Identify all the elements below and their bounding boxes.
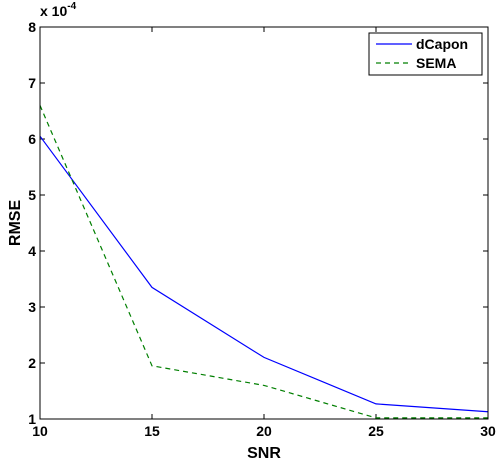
y-tick-label-8: 8 <box>28 19 36 35</box>
x-axis-label: SNR <box>247 445 281 462</box>
x-tick-label-30: 30 <box>480 423 496 439</box>
x-tick-label-10: 10 <box>32 423 48 439</box>
y-tick-label-6: 6 <box>28 131 36 147</box>
y-axis-label: RMSE <box>7 200 24 247</box>
legend-box <box>368 32 483 76</box>
x-tick-label-25: 25 <box>368 423 384 439</box>
y-tick-label-7: 7 <box>28 75 36 91</box>
x-tick-label-20: 20 <box>256 423 272 439</box>
tick-labels: 10 15 20 25 30 1 2 3 4 5 6 7 8 <box>28 19 496 439</box>
y-tick-label-2: 2 <box>28 355 36 371</box>
y-tick-label-4: 4 <box>28 243 36 259</box>
legend-label-dcapon: dCapon <box>416 36 468 52</box>
axis-ticks <box>39 26 489 420</box>
y-multiplier-label: x 10-4 <box>40 1 77 19</box>
y-tick-label-1: 1 <box>28 411 36 427</box>
plot-frame <box>39 26 489 420</box>
legend: dCapon SEMA <box>368 32 483 76</box>
series-line-dcapon <box>39 135 489 413</box>
series-line-sema <box>39 105 488 419</box>
y-tick-label-3: 3 <box>28 299 36 315</box>
legend-label-sema: SEMA <box>416 55 456 71</box>
y-tick-label-5: 5 <box>28 187 36 203</box>
x-tick-label-15: 15 <box>144 423 160 439</box>
series-lines <box>39 105 489 419</box>
